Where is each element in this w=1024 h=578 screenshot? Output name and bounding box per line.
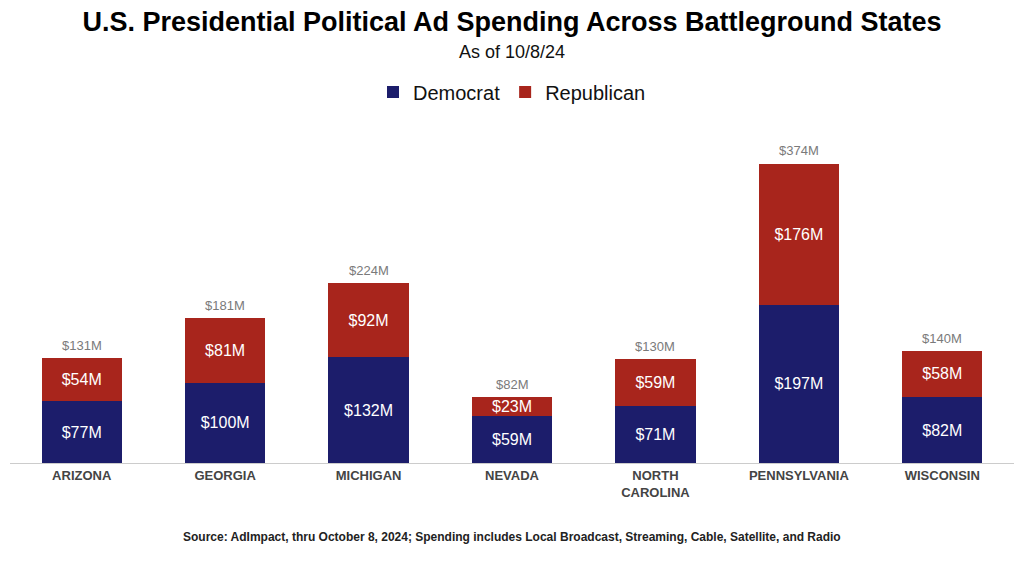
svg-text:ARIZONA: ARIZONA [52,468,112,483]
svg-text:WISCONSIN: WISCONSIN [905,468,980,483]
svg-text:Source: AdImpact, thru October: Source: AdImpact, thru October 8, 2024; … [183,530,841,544]
svg-text:Republican: Republican [545,82,645,104]
svg-text:U.S. Presidential Political Ad: U.S. Presidential Political Ad Spending … [82,7,941,37]
svg-text:$23M: $23M [492,398,532,415]
svg-text:MICHIGAN: MICHIGAN [336,468,402,483]
svg-text:$197M: $197M [774,375,823,392]
svg-text:$81M: $81M [205,342,245,359]
svg-text:PENNSYLVANIA: PENNSYLVANIA [749,468,850,483]
svg-text:NEVADA: NEVADA [485,468,540,483]
svg-text:$71M: $71M [635,426,675,443]
svg-text:$82M: $82M [496,377,529,392]
svg-text:$374M: $374M [779,143,819,158]
svg-text:As of 10/8/24: As of 10/8/24 [459,42,565,62]
svg-text:$59M: $59M [635,374,675,391]
svg-text:$224M: $224M [349,263,389,278]
svg-text:$100M: $100M [201,414,250,431]
svg-text:GEORGIA: GEORGIA [194,468,256,483]
svg-text:$140M: $140M [922,331,962,346]
svg-text:$181M: $181M [205,298,245,313]
svg-text:$131M: $131M [62,338,102,353]
svg-text:$132M: $132M [344,402,393,419]
svg-text:$58M: $58M [922,365,962,382]
svg-text:$59M: $59M [492,431,532,448]
svg-text:$176M: $176M [774,226,823,243]
svg-text:NORTHCAROLINA: NORTHCAROLINA [621,468,690,500]
svg-text:$92M: $92M [349,312,389,329]
svg-text:Democrat: Democrat [413,82,500,104]
svg-text:$82M: $82M [922,422,962,439]
svg-text:$77M: $77M [62,424,102,441]
svg-text:$54M: $54M [62,371,102,388]
svg-text:$130M: $130M [635,339,675,354]
